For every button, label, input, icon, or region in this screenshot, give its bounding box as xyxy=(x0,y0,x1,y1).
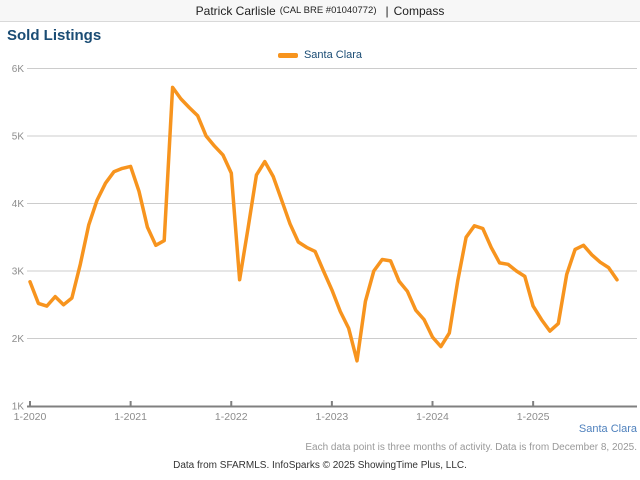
header-bar: Patrick Carlisle (CAL BRE #01040772) | C… xyxy=(0,0,640,22)
attribution-text: Data from SFARMLS. InfoSparks © 2025 Sho… xyxy=(173,460,467,471)
y-tick-label: 6K xyxy=(12,64,25,75)
y-tick-label: 1K xyxy=(12,402,25,413)
header-separator: | xyxy=(385,3,389,18)
x-tick-label: 1-2022 xyxy=(215,411,248,423)
y-tick-label: 4K xyxy=(12,199,25,210)
y-tick-label: 5K xyxy=(12,132,25,143)
x-tick-label: 1-2020 xyxy=(14,411,47,423)
y-tick-label: 3K xyxy=(12,267,25,278)
agent-license: (CAL BRE #01040772) xyxy=(279,5,377,16)
footer-note: Each data point is three months of activ… xyxy=(305,442,637,453)
page-title: Sold Listings xyxy=(7,27,102,44)
x-tick-label: 1-2025 xyxy=(517,411,550,423)
region-label: Santa Clara xyxy=(578,423,637,435)
chart-legend: Santa Clara xyxy=(0,48,640,62)
brand-name: Compass xyxy=(393,3,445,18)
x-tick-label: 1-2023 xyxy=(316,411,349,423)
agent-name: Patrick Carlisle xyxy=(195,3,276,18)
chart-line[interactable] xyxy=(28,85,619,363)
y-tick-label: 2K xyxy=(12,334,25,345)
x-tick-label: 1-2024 xyxy=(416,411,449,423)
legend-label: Santa Clara xyxy=(303,49,363,61)
legend-swatch xyxy=(277,52,298,58)
x-tick-label: 1-2021 xyxy=(114,411,147,423)
